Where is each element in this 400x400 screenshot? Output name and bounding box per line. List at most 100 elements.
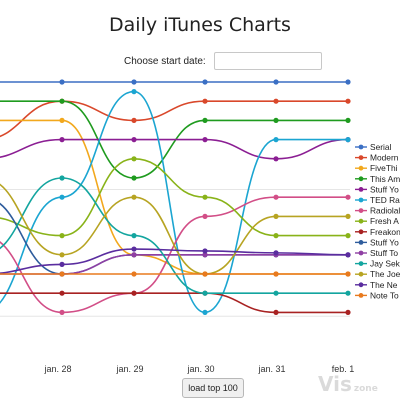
series-point — [202, 117, 208, 123]
series-point — [202, 271, 208, 277]
legend-label: Jay Sek — [370, 259, 400, 269]
series-point — [59, 252, 65, 258]
legend-item: Stuff Yo — [355, 184, 399, 194]
x-tick-label: feb. 1 — [332, 364, 355, 374]
legend-item: Stuff Yo — [355, 237, 399, 247]
series-point — [59, 271, 65, 277]
series-point — [273, 213, 279, 219]
legend-swatch-dot — [358, 144, 364, 150]
series-point — [345, 79, 351, 85]
legend-swatch-dot — [358, 261, 364, 266]
x-tick-label: jan. 28 — [43, 364, 71, 374]
watermark-text: Vis — [318, 372, 352, 396]
legend-item: The Ne — [355, 280, 398, 290]
series-line-5 — [0, 90, 348, 314]
legend-item: This Am — [355, 174, 400, 184]
legend-swatch-dot — [358, 271, 364, 277]
series-point — [273, 290, 279, 296]
legend-swatch-dot — [358, 165, 364, 171]
series-point — [273, 137, 279, 143]
page-title: Daily iTunes Charts — [109, 14, 291, 36]
series-point — [345, 117, 351, 123]
legend-item: Fresh A — [355, 216, 399, 226]
series-point — [59, 233, 65, 239]
legend-swatch-dot — [358, 240, 364, 245]
legend-label: Radiolal — [370, 206, 400, 216]
series-point — [345, 137, 351, 143]
series-point — [345, 271, 351, 277]
legend-swatch-dot — [358, 197, 364, 203]
x-tick-label: jan. 31 — [257, 364, 285, 374]
series-point — [273, 98, 279, 104]
legend-label: Modern — [370, 153, 399, 163]
legend-item: TED Ra — [355, 195, 400, 205]
legend-label: The Ne — [370, 280, 398, 290]
legend-swatch-dot — [358, 218, 364, 224]
legend-label: FiveThi — [370, 163, 398, 173]
load-top-100-button[interactable]: load top 100 — [182, 378, 244, 398]
series-point — [202, 290, 208, 296]
legend-item: Note To — [355, 290, 399, 300]
series-point — [273, 156, 279, 162]
series-point — [345, 252, 351, 258]
legend-label: TED Ra — [370, 195, 400, 205]
series-point — [131, 194, 137, 200]
series-point — [59, 194, 65, 200]
series-point — [131, 117, 137, 123]
series-point — [131, 271, 137, 277]
series-point — [131, 233, 137, 239]
series-point — [345, 213, 351, 219]
series-point — [273, 250, 279, 256]
legend-label: Note To — [370, 290, 399, 300]
series-point — [59, 117, 65, 123]
start-date-input[interactable] — [213, 52, 322, 70]
series-point — [59, 175, 65, 181]
chart-series-points — [59, 79, 351, 315]
series-point — [345, 233, 351, 239]
series-point — [131, 156, 137, 162]
series-point — [59, 290, 65, 296]
series-point — [131, 246, 137, 252]
legend-swatch-dot — [358, 282, 364, 288]
series-point — [273, 194, 279, 200]
series-point — [131, 89, 137, 95]
legend-label: Freakon — [370, 227, 400, 237]
series-point — [202, 309, 208, 315]
series-point — [202, 79, 208, 85]
series-point — [202, 213, 208, 219]
legend-item: FiveThi — [355, 163, 398, 173]
watermark-suffix: zone — [353, 384, 378, 394]
series-point — [59, 261, 65, 267]
legend-item: Radiolal — [355, 206, 400, 216]
legend-swatch-dot — [358, 176, 364, 182]
series-point — [131, 175, 137, 181]
start-date-control: Choose start date: — [124, 52, 322, 70]
legend-label: The Joe — [370, 269, 400, 279]
series-point — [59, 137, 65, 143]
series-line-13 — [0, 248, 349, 274]
series-point — [273, 117, 279, 123]
legend-label: Stuff Yo — [370, 237, 399, 247]
series-point — [273, 79, 279, 85]
series-point — [273, 309, 279, 315]
legend-item: Serial — [355, 142, 392, 152]
series-point — [202, 194, 208, 200]
series-line-4 — [0, 138, 349, 160]
series-point — [273, 271, 279, 277]
series-line-8 — [0, 292, 348, 314]
start-date-label: Choose start date: — [124, 55, 206, 67]
legend-item: Jay Sek — [355, 259, 400, 269]
legend-label: Fresh A — [370, 216, 399, 226]
legend-item: Freakon — [355, 227, 400, 237]
series-point — [131, 290, 137, 296]
series-point — [131, 79, 137, 85]
series-point — [273, 233, 279, 239]
watermark-logo: Vis zone — [318, 372, 378, 396]
series-point — [59, 98, 65, 104]
legend-swatch-dot — [358, 208, 364, 214]
legend-swatch-dot — [358, 187, 364, 192]
series-point — [202, 137, 208, 143]
